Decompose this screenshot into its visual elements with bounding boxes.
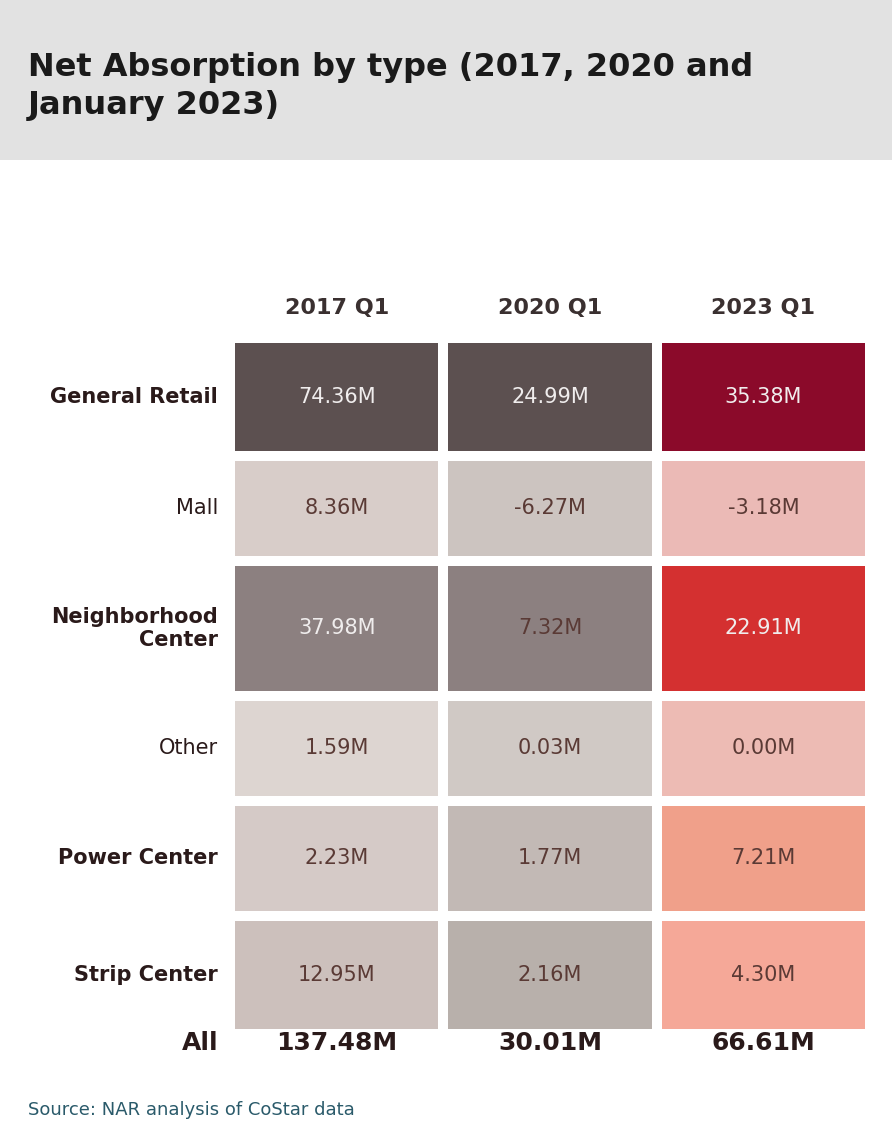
Text: 37.98M: 37.98M bbox=[298, 619, 376, 638]
Text: Neighborhood
Center: Neighborhood Center bbox=[51, 607, 218, 650]
Text: 30.01M: 30.01M bbox=[498, 1031, 602, 1055]
Bar bbox=[449, 461, 652, 556]
Text: Power Center: Power Center bbox=[58, 848, 218, 869]
Text: Source: NAR analysis of CoStar data: Source: NAR analysis of CoStar data bbox=[28, 1101, 355, 1119]
Text: Strip Center: Strip Center bbox=[74, 965, 218, 985]
Text: 1.77M: 1.77M bbox=[518, 848, 582, 869]
Text: 35.38M: 35.38M bbox=[724, 387, 802, 408]
Text: 0.00M: 0.00M bbox=[731, 738, 796, 759]
Bar bbox=[235, 343, 438, 451]
Text: 2020 Q1: 2020 Q1 bbox=[498, 298, 602, 318]
Bar bbox=[235, 921, 438, 1029]
Bar bbox=[449, 343, 652, 451]
Text: Mall: Mall bbox=[176, 498, 218, 519]
Text: 7.21M: 7.21M bbox=[731, 848, 796, 869]
Bar bbox=[662, 701, 865, 796]
Text: Net Absorption by type (2017, 2020 and: Net Absorption by type (2017, 2020 and bbox=[28, 52, 753, 83]
Bar bbox=[662, 461, 865, 556]
Bar bbox=[662, 921, 865, 1029]
Text: 66.61M: 66.61M bbox=[712, 1031, 815, 1055]
Text: 137.48M: 137.48M bbox=[277, 1031, 397, 1055]
Text: 74.36M: 74.36M bbox=[298, 387, 376, 408]
Text: All: All bbox=[181, 1031, 218, 1055]
Text: 2017 Q1: 2017 Q1 bbox=[285, 298, 389, 318]
Text: 2.23M: 2.23M bbox=[304, 848, 368, 869]
Text: 2.16M: 2.16M bbox=[518, 965, 582, 985]
Text: 0.03M: 0.03M bbox=[518, 738, 582, 759]
Text: 7.32M: 7.32M bbox=[518, 619, 582, 638]
Bar bbox=[662, 343, 865, 451]
Bar bbox=[449, 566, 652, 691]
Bar bbox=[662, 806, 865, 912]
Text: General Retail: General Retail bbox=[50, 387, 218, 408]
Bar bbox=[449, 921, 652, 1029]
Text: -6.27M: -6.27M bbox=[514, 498, 586, 519]
Text: 8.36M: 8.36M bbox=[304, 498, 368, 519]
Bar bbox=[0, 0, 892, 160]
Text: Other: Other bbox=[159, 738, 218, 759]
Bar bbox=[449, 806, 652, 912]
Bar bbox=[449, 701, 652, 796]
Text: January 2023): January 2023) bbox=[28, 90, 280, 121]
Bar bbox=[662, 566, 865, 691]
Bar bbox=[235, 461, 438, 556]
Text: -3.18M: -3.18M bbox=[728, 498, 799, 519]
Text: 24.99M: 24.99M bbox=[511, 387, 589, 408]
Text: 22.91M: 22.91M bbox=[724, 619, 802, 638]
Text: 4.30M: 4.30M bbox=[731, 965, 796, 985]
Bar bbox=[235, 701, 438, 796]
Text: 12.95M: 12.95M bbox=[298, 965, 376, 985]
Text: 1.59M: 1.59M bbox=[304, 738, 369, 759]
Bar bbox=[235, 806, 438, 912]
Bar bbox=[235, 566, 438, 691]
Text: 2023 Q1: 2023 Q1 bbox=[711, 298, 815, 318]
